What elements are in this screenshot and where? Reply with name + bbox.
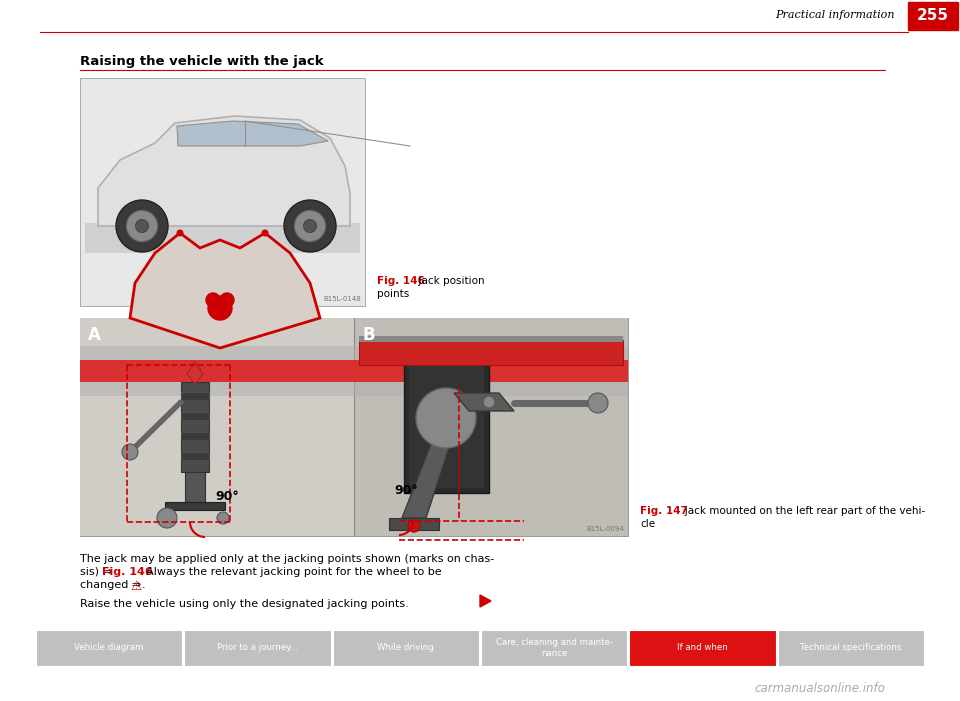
Bar xyxy=(181,412,209,420)
Bar xyxy=(184,630,330,666)
Polygon shape xyxy=(177,121,328,146)
Bar xyxy=(404,338,489,493)
Polygon shape xyxy=(454,393,514,411)
Text: B15L-0094: B15L-0094 xyxy=(587,526,624,532)
Polygon shape xyxy=(98,116,350,226)
Circle shape xyxy=(177,229,183,236)
Text: Technical specifications: Technical specifications xyxy=(800,644,901,653)
Bar xyxy=(409,343,484,488)
Text: While driving: While driving xyxy=(377,644,434,653)
Text: Practical information: Practical information xyxy=(776,10,895,20)
Text: A: A xyxy=(88,326,101,344)
Text: carmanualsonline.info: carmanualsonline.info xyxy=(755,681,885,695)
Bar xyxy=(80,78,365,306)
Text: Raise the vehicle using only the designated jacking points.: Raise the vehicle using only the designa… xyxy=(80,599,409,609)
Circle shape xyxy=(303,219,317,233)
Polygon shape xyxy=(187,362,203,384)
Bar xyxy=(778,630,924,666)
Circle shape xyxy=(408,520,420,532)
Text: The jack may be applied only at the jacking points shown (marks on chas-: The jack may be applied only at the jack… xyxy=(80,554,494,564)
Bar xyxy=(165,502,225,510)
Text: cle: cle xyxy=(640,519,655,529)
Bar xyxy=(181,452,209,460)
Text: Raising the vehicle with the jack: Raising the vehicle with the jack xyxy=(80,55,324,68)
Text: Fig. 146: Fig. 146 xyxy=(377,276,424,286)
Circle shape xyxy=(483,396,495,408)
Bar xyxy=(630,630,776,666)
Bar xyxy=(181,382,209,472)
Circle shape xyxy=(588,393,608,413)
Polygon shape xyxy=(480,595,491,607)
Text: B: B xyxy=(362,326,374,344)
Bar xyxy=(354,318,628,536)
Bar xyxy=(80,346,628,396)
Circle shape xyxy=(116,200,168,252)
Bar xyxy=(359,340,623,365)
Text: 90°: 90° xyxy=(394,484,418,497)
Text: Care, cleaning and mainte-
nance: Care, cleaning and mainte- nance xyxy=(495,639,612,658)
Bar xyxy=(908,2,958,30)
Text: changed ⇒: changed ⇒ xyxy=(80,580,145,590)
Bar xyxy=(481,630,627,666)
Text: Jack position: Jack position xyxy=(412,276,485,286)
Text: 90°: 90° xyxy=(215,490,239,503)
Circle shape xyxy=(208,296,232,320)
Text: Fig. 147: Fig. 147 xyxy=(640,506,688,516)
Text: jack mounted on the left rear part of the vehi-: jack mounted on the left rear part of th… xyxy=(675,506,925,516)
Text: ⚠: ⚠ xyxy=(130,580,141,593)
Bar xyxy=(333,630,479,666)
Circle shape xyxy=(135,219,149,233)
Circle shape xyxy=(217,512,229,524)
Circle shape xyxy=(122,444,138,460)
Bar xyxy=(36,630,182,666)
Bar xyxy=(359,336,623,342)
Text: points: points xyxy=(377,289,409,299)
Circle shape xyxy=(206,293,220,307)
Text: Fig. 146: Fig. 146 xyxy=(102,567,153,577)
Bar xyxy=(185,472,205,502)
Bar xyxy=(80,360,628,382)
Circle shape xyxy=(295,210,325,242)
Text: If and when: If and when xyxy=(677,644,728,653)
Circle shape xyxy=(127,210,157,242)
Bar xyxy=(181,432,209,440)
Text: 255: 255 xyxy=(917,8,949,24)
Bar xyxy=(389,518,439,530)
Bar xyxy=(85,223,360,253)
Circle shape xyxy=(220,293,234,307)
Bar xyxy=(80,318,628,536)
Circle shape xyxy=(284,200,336,252)
Text: sis) ⇒: sis) ⇒ xyxy=(80,567,115,577)
Polygon shape xyxy=(130,233,320,348)
Text: . Always the relevant jacking point for the wheel to be: . Always the relevant jacking point for … xyxy=(139,567,442,577)
Circle shape xyxy=(261,229,269,236)
Polygon shape xyxy=(402,393,467,518)
Bar xyxy=(80,318,354,536)
Circle shape xyxy=(416,388,476,448)
Text: B15L-0148: B15L-0148 xyxy=(324,296,361,302)
Text: Prior to a journey...: Prior to a journey... xyxy=(217,644,298,653)
Bar xyxy=(181,392,209,400)
Text: .: . xyxy=(142,580,146,590)
Text: Vehicle diagram: Vehicle diagram xyxy=(75,644,144,653)
Circle shape xyxy=(157,508,177,528)
